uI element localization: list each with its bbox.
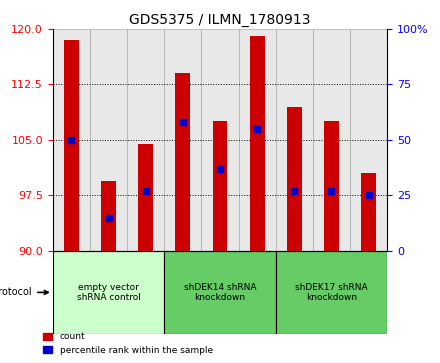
Bar (101, 180, 116, 251)
FancyBboxPatch shape (238, 29, 276, 251)
Bar (176, 73, 190, 251)
FancyBboxPatch shape (276, 29, 313, 251)
FancyBboxPatch shape (350, 29, 387, 251)
Text: shDEK17 shRNA
knockdown: shDEK17 shRNA knockdown (295, 283, 368, 302)
Bar (138, 144, 153, 251)
Legend: count, percentile rank within the sample: count, percentile rank within the sample (40, 329, 216, 359)
Bar (213, 122, 227, 251)
Bar (324, 122, 339, 251)
FancyBboxPatch shape (164, 29, 202, 251)
Text: empty vector
shRNA control: empty vector shRNA control (77, 283, 140, 302)
Bar (287, 107, 302, 251)
FancyBboxPatch shape (53, 29, 90, 251)
FancyBboxPatch shape (127, 29, 164, 251)
FancyBboxPatch shape (90, 29, 127, 251)
Bar (361, 173, 376, 251)
FancyBboxPatch shape (313, 29, 350, 251)
Text: shDEK14 shRNA
knockdown: shDEK14 shRNA knockdown (184, 283, 256, 302)
FancyBboxPatch shape (202, 29, 238, 251)
FancyBboxPatch shape (164, 251, 276, 334)
FancyBboxPatch shape (53, 251, 164, 334)
Text: protocol: protocol (0, 287, 48, 297)
FancyBboxPatch shape (276, 251, 387, 334)
Bar (64, 40, 79, 251)
Title: GDS5375 / ILMN_1780913: GDS5375 / ILMN_1780913 (129, 13, 311, 26)
Bar (250, 36, 264, 251)
